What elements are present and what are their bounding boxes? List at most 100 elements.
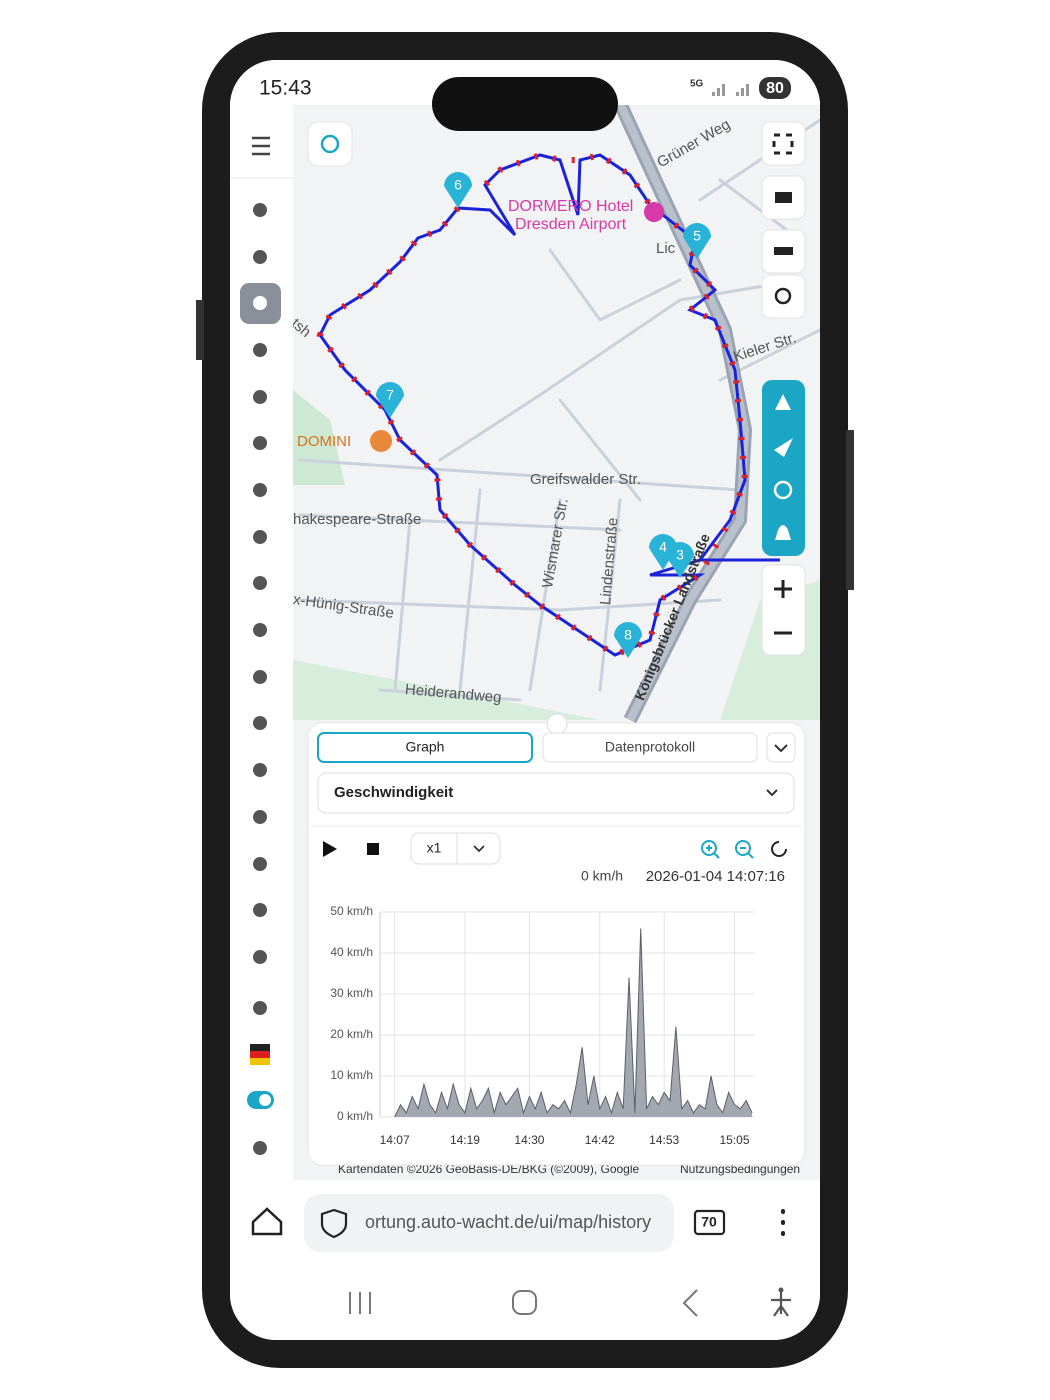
action-group [762,380,805,556]
icon[interactable] [775,394,791,410]
x-tick-label: 14:07 [380,1133,410,1147]
flag [250,1058,270,1065]
home-button[interactable] [251,1207,283,1236]
park [293,660,600,720]
nav-icon[interactable] [253,296,267,310]
network: 5G [690,79,704,90]
marker-label: 4 [659,539,667,555]
tab[interactable]: Graph [406,739,445,755]
select[interactable] [317,772,795,814]
flag[interactable] [250,1044,270,1051]
chart-zoom-in[interactable] [701,840,717,856]
nav-icon[interactable] [253,250,267,264]
x-tick-label: 14:53 [649,1133,679,1147]
speed-select[interactable] [410,832,501,865]
readout-time: 2026-01-04 14:07:16 [646,868,785,885]
nav-icon[interactable] [253,530,267,544]
nav-icon[interactable] [253,436,267,450]
marker-pin[interactable] [649,534,677,570]
nav-accessibility[interactable] [771,1292,791,1317]
nav-icon[interactable] [253,716,267,730]
map-controls [761,121,806,656]
chart-reset[interactable] [771,841,787,857]
nav-icon[interactable] [253,623,267,637]
readout-speed: 0 km/h [581,868,623,884]
speed-chart: 0 km/h 10 km/h 20 km/h 30 km/h 40 km/h 50 km/… [330,904,755,1147]
marker-pin[interactable] [376,382,404,418]
map-label: hakespeare-Straße [293,511,421,528]
chart-zoom-out[interactable] [735,840,751,856]
chevron [766,789,778,797]
nav-icon[interactable] [253,1141,267,1155]
icon [740,847,754,859]
resize-handle[interactable] [546,713,568,735]
map-label: Dresden Airport [515,216,627,233]
flag [250,1051,270,1058]
history-panel: Graph Datenprotokoll Geschwindigkeit x1 … [307,713,806,1166]
nav-icon[interactable] [253,857,267,871]
nav-icon[interactable] [253,763,267,777]
side-button [846,430,854,590]
y-tick-label: 20 km/h [330,1027,373,1041]
tabs-button[interactable] [693,1209,726,1236]
nav-icon[interactable] [253,810,267,824]
highway-inner [596,60,750,722]
chevron [774,744,788,753]
collapse-button[interactable] [766,732,796,763]
sidebar [230,100,293,1180]
icon[interactable] [773,480,793,500]
icon [775,192,792,203]
marker-pin[interactable] [666,542,694,578]
locate-button[interactable] [761,274,806,319]
route-arrows [316,151,749,659]
icon [774,247,793,255]
url-field[interactable] [304,1194,674,1252]
nav-icon[interactable] [253,576,267,590]
url[interactable]: ortung.auto-wacht.de/ui/map/history [365,1212,651,1232]
restaurant-icon [370,430,392,452]
nav-back[interactable] [682,1289,698,1317]
tab-inactive[interactable] [542,732,758,763]
map-label: DOMINI [297,433,351,450]
route [316,151,780,659]
clock: 15:43 [259,77,312,100]
zoom-in[interactable] [774,580,792,598]
icon[interactable] [775,525,791,540]
marker-label: 3 [676,547,684,563]
x-tick-label: 14:30 [514,1133,544,1147]
nav-icon[interactable] [253,903,267,917]
nav-icon[interactable] [253,203,267,217]
y-tick-label: 40 km/h [330,945,373,959]
sidebar-bg [230,100,293,1180]
nav-icon[interactable] [253,950,267,964]
play-button[interactable] [323,841,337,857]
tab[interactable]: Datenprotokoll [605,739,695,755]
security-icon[interactable] [320,1208,348,1239]
nav-icon[interactable] [253,1001,267,1015]
screen-content: Grüner Weg DORMERO Hotel Dresden Airport… [230,60,820,1340]
nav-icon[interactable] [253,483,267,497]
y-tick-label: 0 km/h [337,1109,373,1123]
history-button[interactable] [307,121,353,167]
nav-icon[interactable] [253,343,267,357]
attribution: Kartendaten ©2026 GeoBasis-DE/BKG (©2009… [338,1162,640,1176]
stop-button[interactable] [367,843,379,855]
map-label: Lic [656,240,676,257]
y-tick-label: 50 km/h [330,904,373,918]
nav-recent[interactable] [349,1292,371,1314]
x-tick-label: 14:19 [450,1133,480,1147]
fullscreen-button[interactable] [761,121,806,166]
marker-pin[interactable] [614,622,642,658]
tab-active[interactable] [317,732,533,763]
menu-icon[interactable] [252,136,270,156]
nav-icon[interactable] [253,390,267,404]
marker-pin[interactable] [683,223,711,259]
marker-pin[interactable] [444,172,472,208]
terms-link[interactable]: Nutzungsbedingungen [680,1162,800,1176]
nav-icon[interactable] [253,670,267,684]
speed-value: x1 [427,840,442,856]
nav-home[interactable] [512,1290,537,1315]
icon[interactable] [774,438,793,457]
